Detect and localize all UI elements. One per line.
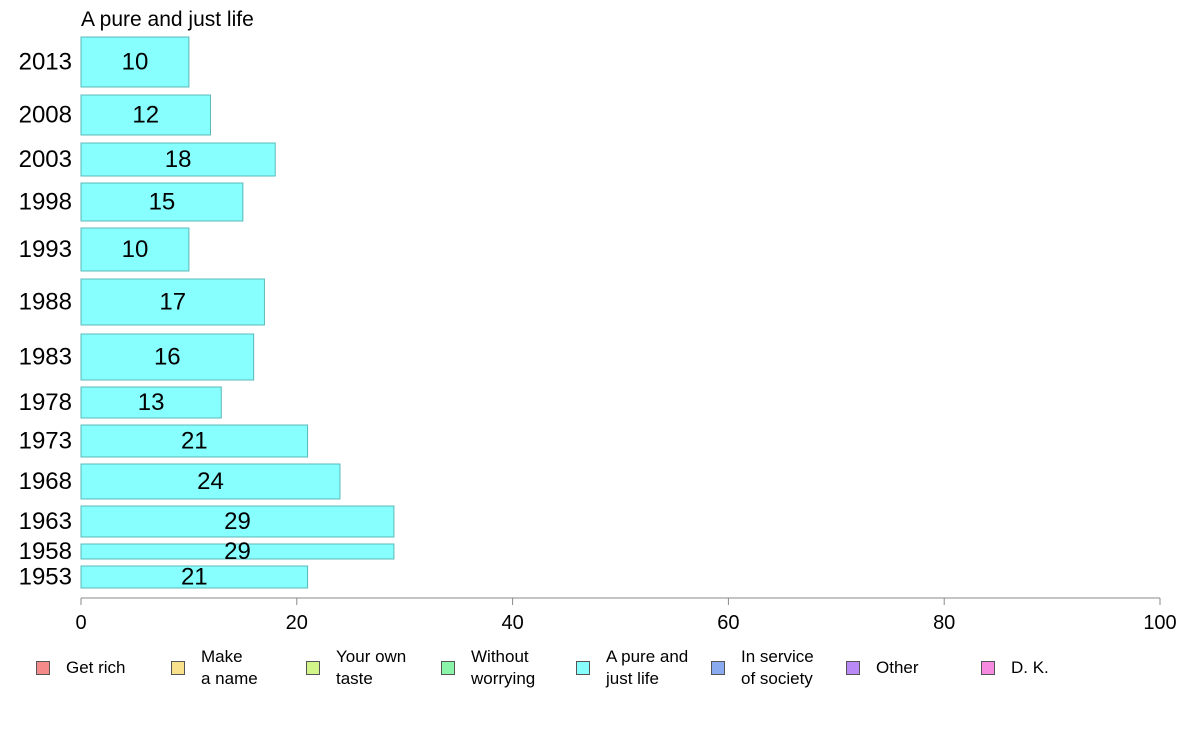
- data-label-1958: 29: [224, 538, 251, 565]
- legend-label: A pure and just life: [606, 647, 689, 688]
- y-tick-label-1993: 1993: [19, 236, 72, 263]
- data-label-2003: 18: [165, 146, 192, 173]
- legend-item: Your own taste: [306, 645, 406, 691]
- legend-swatch: [981, 661, 995, 675]
- y-tick-label-1958: 1958: [19, 538, 72, 565]
- legend-label: Get rich: [66, 658, 126, 677]
- x-tick-label-60: 60: [717, 612, 739, 634]
- bar-2013: [80, 36, 190, 88]
- legend-label: Other: [876, 658, 919, 677]
- y-tick-label-2013: 2013: [19, 49, 72, 76]
- y-tick-label-1973: 1973: [19, 428, 72, 455]
- y-tick-label-1968: 1968: [19, 468, 72, 495]
- bar-1953: [80, 565, 309, 589]
- legend-label: Without worrying: [471, 647, 536, 688]
- legend-item: In service of society: [711, 645, 814, 691]
- legend-label: Your own taste: [336, 647, 407, 688]
- legend-label: In service of society: [741, 647, 814, 688]
- data-label-1963: 29: [224, 508, 251, 535]
- x-axis: 0 20 40 60 80 100: [75, 597, 1177, 634]
- bar-1978: [80, 386, 222, 419]
- y-tick-label-1953: 1953: [19, 564, 72, 591]
- data-label-1983: 16: [154, 344, 181, 371]
- bar-1993: [80, 227, 190, 272]
- y-tick-label-1983: 1983: [19, 344, 72, 371]
- bar-1958: [80, 543, 395, 560]
- bar-2008: [80, 94, 211, 136]
- legend-swatch: [711, 661, 725, 675]
- legend-swatch: [306, 661, 320, 675]
- data-label-1998: 15: [149, 189, 176, 216]
- data-label-1953: 21: [181, 564, 208, 591]
- data-label-1968: 24: [197, 468, 224, 495]
- legend-swatch: [36, 661, 50, 675]
- x-tick-label-80: 80: [933, 612, 955, 634]
- data-label-1978: 13: [138, 389, 165, 416]
- y-tick-label-2008: 2008: [19, 102, 72, 129]
- chart-title: A pure and just life: [81, 8, 254, 31]
- data-label-2008: 12: [132, 102, 159, 129]
- bar-1988: [80, 278, 265, 326]
- bars-group: 2013 10 2008 12 2003 18 1998 15 1993 10 1988 17 1983…: [19, 36, 395, 591]
- legend: Get rich Make a name Your own taste Without…: [36, 645, 1156, 695]
- legend-item: Make a name: [171, 645, 258, 691]
- x-tick-label-0: 0: [75, 612, 86, 634]
- legend-item: D. K.: [981, 645, 1049, 691]
- y-tick-label-1998: 1998: [19, 189, 72, 216]
- bar-2003: [80, 142, 276, 177]
- legend-swatch: [576, 661, 590, 675]
- x-tick-label-40: 40: [501, 612, 523, 634]
- x-tick-label-20: 20: [286, 612, 308, 634]
- legend-item: Get rich: [36, 645, 126, 691]
- legend-swatch: [171, 661, 185, 675]
- data-label-2013: 10: [122, 49, 149, 76]
- legend-item: A pure and just life: [576, 645, 688, 691]
- bar-1983: [80, 333, 255, 381]
- legend-swatch: [846, 661, 860, 675]
- bar-1968: [80, 463, 341, 500]
- data-label-1993: 10: [122, 236, 149, 263]
- y-tick-label-2003: 2003: [19, 146, 72, 173]
- legend-item: Other: [846, 645, 919, 691]
- y-tick-label-1978: 1978: [19, 389, 72, 416]
- bar-1963: [80, 505, 395, 538]
- bar-1973: [80, 424, 309, 458]
- y-tick-label-1988: 1988: [19, 289, 72, 316]
- data-label-1973: 21: [181, 428, 208, 455]
- y-tick-label-1963: 1963: [19, 508, 72, 535]
- bar-1998: [80, 182, 244, 222]
- legend-label: D. K.: [1011, 658, 1049, 677]
- legend-swatch: [441, 661, 455, 675]
- legend-item: Without worrying: [441, 645, 535, 691]
- x-tick-label-100: 100: [1143, 612, 1176, 634]
- data-label-1988: 17: [159, 289, 186, 316]
- legend-label: Make a name: [201, 647, 258, 688]
